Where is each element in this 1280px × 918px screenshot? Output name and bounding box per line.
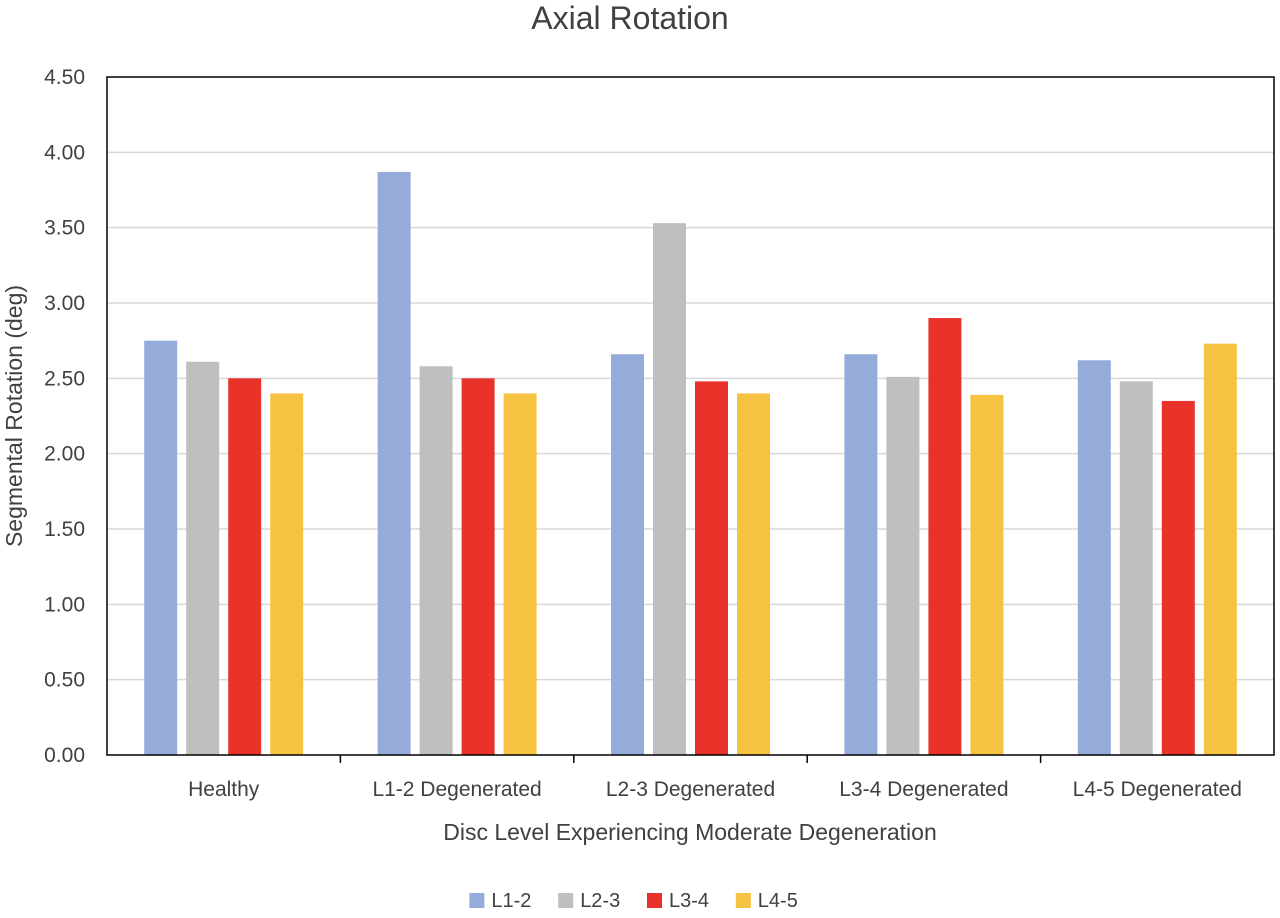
bars <box>144 171 1237 756</box>
y-tick-label: 2.00 <box>44 443 85 466</box>
bar <box>186 361 220 755</box>
y-tick-label: 0.00 <box>44 744 85 767</box>
y-tick-label: 3.00 <box>44 292 85 315</box>
x-tick-label: L4-5 Degenerated <box>1073 778 1242 801</box>
y-axis-ticks: 0.00 0.50 1.00 1.50 2.00 2.50 3.00 3.50 4.00 4.50 <box>44 66 85 767</box>
bar <box>1077 360 1111 755</box>
plot-frame <box>106 76 1275 756</box>
bar <box>844 354 878 755</box>
bar <box>611 354 644 755</box>
bar <box>270 393 304 755</box>
bar <box>377 171 411 756</box>
plot-border <box>106 76 1275 756</box>
y-axis-label: Segmental Rotation (deg) <box>1 285 27 547</box>
bar <box>228 378 262 755</box>
x-tick-label: L1-2 Degenerated <box>372 778 541 801</box>
legend-label: L3-4 <box>669 890 709 912</box>
bar <box>928 318 962 755</box>
y-tick-label: 3.50 <box>44 217 85 240</box>
bar <box>886 376 920 755</box>
y-tick-label: 1.00 <box>44 593 85 616</box>
legend-label: L1-2 <box>491 890 531 912</box>
bar <box>1161 400 1195 755</box>
x-axis-ticks: Healthy L1-2 Degenerated L2-3 Degenerated L… <box>188 755 1242 801</box>
legend-swatch <box>735 893 751 908</box>
bar <box>695 381 728 755</box>
x-tick-label: Healthy <box>188 778 260 801</box>
y-tick-label: 0.50 <box>44 669 85 692</box>
y-tick-label: 4.50 <box>44 66 85 89</box>
y-tick-label: 2.50 <box>44 367 85 390</box>
chart-title: Axial Rotation <box>531 0 728 36</box>
bar <box>737 393 770 755</box>
bar <box>503 393 537 755</box>
x-tick-label: L3-4 Degenerated <box>839 778 1008 801</box>
bar <box>419 366 453 755</box>
bar <box>144 340 178 755</box>
legend-label: L4-5 <box>758 890 798 912</box>
y-tick-label: 4.00 <box>44 141 85 164</box>
legend-swatch <box>647 893 662 908</box>
legend-label: L2-3 <box>580 890 620 912</box>
legend-swatch <box>558 893 574 908</box>
y-tick-label: 1.50 <box>44 518 85 541</box>
bar <box>1203 343 1237 755</box>
bar <box>970 394 1004 755</box>
x-tick-label: L2-3 Degenerated <box>606 778 775 801</box>
bar <box>653 223 686 755</box>
x-axis-label: Disc Level Experiencing Moderate Degener… <box>443 819 937 845</box>
legend: L1-2 L2-3 L3-4 L4-5 <box>469 890 798 912</box>
legend-swatch <box>469 893 485 908</box>
bar <box>1119 381 1153 755</box>
bar <box>461 378 495 755</box>
